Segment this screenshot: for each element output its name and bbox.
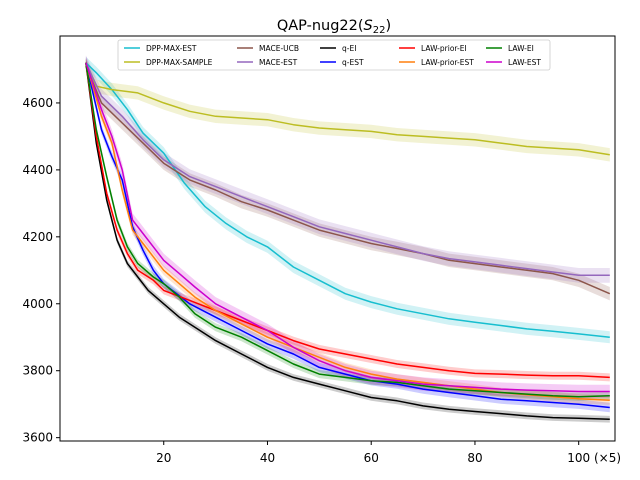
legend-label-law-ei: LAW-EI xyxy=(508,44,534,53)
line-dpp-max-est xyxy=(85,62,610,338)
chart-title-close: ) xyxy=(385,18,391,34)
legend-label-mace-est: MACE-EST xyxy=(259,58,298,67)
y-tick-label: 4600 xyxy=(22,96,53,110)
line-law-ei xyxy=(85,62,610,398)
x-axis: 20 40 60 80 100 xyxy=(156,441,590,465)
y-tick-label: 4200 xyxy=(22,230,53,244)
y-tick-label: 3600 xyxy=(22,431,53,445)
legend-label-law-est: LAW-EST xyxy=(508,58,541,67)
line-dpp-max-sample xyxy=(85,64,610,156)
legend: DPP-MAX-EST DPP-MAX-SAMPLE MACE-UCB MACE-ES… xyxy=(117,39,551,71)
line-law-est xyxy=(85,62,610,393)
y-tick-label: 3800 xyxy=(22,364,53,378)
legend-label-law-prior-ei: LAW-prior-EI xyxy=(421,44,467,53)
line-law-prior-ei xyxy=(85,62,610,379)
y-axis: 3600 3800 4000 4200 4400 4600 xyxy=(22,96,60,445)
line-q-ei xyxy=(85,62,610,420)
legend-label-q-est: q-EST xyxy=(342,58,364,67)
legend-label-dpp-max-est: DPP-MAX-EST xyxy=(146,44,197,53)
chart-title: QAP-nug22(S22) xyxy=(277,18,391,36)
chart-title-subscript: 22 xyxy=(373,25,386,36)
line-mace-ucb xyxy=(85,65,611,295)
x-axis-multiplier: (×5) xyxy=(594,451,621,465)
x-tick-label: 100 xyxy=(567,451,590,465)
y-tick-label: 4000 xyxy=(22,297,53,311)
x-tick-label: 20 xyxy=(156,451,171,465)
chart-title-symbol: S xyxy=(364,18,373,34)
legend-label-q-ei: q-EI xyxy=(342,44,356,53)
plot-area xyxy=(60,36,615,441)
plot-frame xyxy=(59,35,616,442)
series-lines xyxy=(85,62,611,420)
x-tick-label: 80 xyxy=(467,451,482,465)
x-tick-label: 40 xyxy=(260,451,275,465)
x-tick-label: 60 xyxy=(364,451,379,465)
chart-title-main: QAP-nug22( xyxy=(277,18,364,34)
legend-label-law-prior-est: LAW-prior-EST xyxy=(421,58,474,67)
legend-frame xyxy=(117,39,551,71)
band-dpp-max-sample xyxy=(85,57,610,162)
y-tick-label: 4400 xyxy=(22,163,53,177)
legend-label-dpp-max-sample: DPP-MAX-SAMPLE xyxy=(146,58,213,67)
line-mace-est xyxy=(85,62,610,277)
line-q-est xyxy=(85,62,610,409)
legend-label-mace-ucb: MACE-UCB xyxy=(259,44,299,53)
